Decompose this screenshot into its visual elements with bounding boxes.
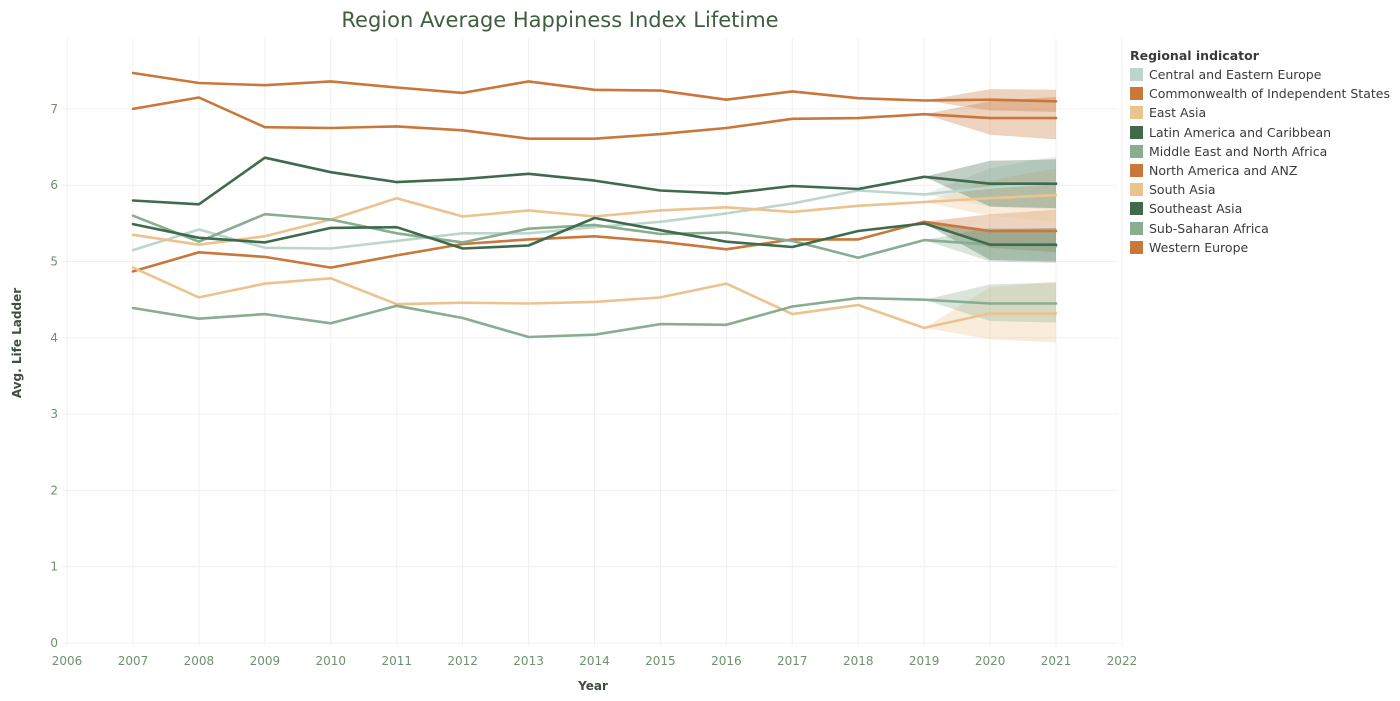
legend-label: Southeast Asia [1149, 201, 1243, 217]
legend-swatch [1130, 87, 1143, 101]
y-tick-label: 6 [50, 178, 58, 192]
legend-swatch [1130, 240, 1143, 254]
legend-item[interactable]: East Asia [1130, 103, 1398, 122]
legend-label: Central and Eastern Europe [1149, 67, 1322, 83]
legend-swatch [1130, 164, 1143, 178]
series-line[interactable] [131, 220, 1058, 273]
legend-swatch [1130, 68, 1143, 82]
legend-label: East Asia [1149, 105, 1207, 121]
y-axis-ticks: 0 1 2 3 4 5 6 7 [50, 102, 58, 650]
x-tick-label: 2008 [184, 654, 215, 668]
series-line[interactable] [131, 216, 1058, 250]
legend-swatch [1130, 144, 1143, 158]
series-line[interactable] [131, 193, 1058, 246]
x-tick-label: 2017 [777, 654, 808, 668]
series-line[interactable] [131, 71, 1058, 103]
legend-item[interactable]: Middle East and North Africa [1130, 142, 1398, 161]
forecast-band [924, 168, 1056, 222]
legend-swatch [1130, 125, 1143, 139]
legend-swatch [1130, 221, 1143, 235]
x-axis-ticks: 2006 2007 2008 2009 2010 2011 2012 2013 2014 2015… [52, 654, 1137, 668]
x-tick-label: 2022 [1107, 654, 1138, 668]
legend-swatch [1130, 106, 1143, 120]
x-tick-label: 2015 [645, 654, 676, 668]
legend-item[interactable]: Western Europe [1130, 238, 1398, 257]
chart-title: Region Average Happiness Index Lifetime [341, 8, 779, 32]
legend-swatch [1130, 202, 1143, 216]
x-tick-label: 2009 [250, 654, 281, 668]
gridlines [62, 38, 1123, 646]
legend-title: Regional indicator [1130, 48, 1259, 63]
y-axis-title: Avg. Life Ladder [10, 288, 24, 398]
y-tick-label: 3 [50, 407, 58, 421]
legend-label: Latin America and Caribbean [1149, 124, 1332, 140]
series-line[interactable] [131, 296, 1058, 339]
series-lines [131, 71, 1058, 339]
legend-label: North America and ANZ [1149, 163, 1298, 179]
x-tick-label: 2012 [447, 654, 478, 668]
legend-item[interactable]: Latin America and Caribbean [1130, 123, 1398, 142]
x-tick-label: 2013 [513, 654, 544, 668]
series-line[interactable] [131, 212, 1058, 260]
y-tick-label: 2 [50, 483, 58, 497]
series-line[interactable] [131, 96, 1058, 140]
legend-label: Western Europe [1149, 239, 1249, 255]
series-line[interactable] [131, 266, 1058, 330]
x-tick-label: 2006 [52, 654, 83, 668]
legend-label: Sub-Saharan Africa [1149, 220, 1269, 236]
legend: Regional indicator Central and Eastern E… [1130, 48, 1398, 257]
x-tick-label: 2007 [118, 654, 149, 668]
legend-item[interactable]: South Asia [1130, 180, 1398, 199]
y-tick-label: 7 [50, 102, 58, 116]
legend-label: Commonwealth of Independent States [1149, 86, 1390, 102]
y-tick-label: 1 [50, 560, 58, 574]
y-tick-label: 5 [50, 255, 58, 269]
legend-label: South Asia [1149, 182, 1216, 198]
legend-item[interactable]: North America and ANZ [1130, 161, 1398, 180]
legend-label: Middle East and North Africa [1149, 143, 1328, 159]
x-tick-label: 2010 [316, 654, 347, 668]
x-tick-label: 2018 [843, 654, 874, 668]
legend-item[interactable]: Sub-Saharan Africa [1130, 219, 1398, 238]
x-tick-label: 2021 [1041, 654, 1072, 668]
forecast-band [924, 281, 1056, 343]
y-tick-label: 4 [50, 331, 58, 345]
y-tick-label: 0 [50, 636, 58, 650]
x-tick-label: 2014 [579, 654, 610, 668]
x-tick-label: 2016 [711, 654, 742, 668]
legend-item[interactable]: Commonwealth of Independent States [1130, 84, 1398, 103]
legend-item[interactable]: Southeast Asia [1130, 199, 1398, 218]
x-axis-title: Year [577, 679, 608, 693]
legend-swatch [1130, 183, 1143, 197]
series-line[interactable] [131, 181, 1058, 252]
legend-item[interactable]: Central and Eastern Europe [1130, 65, 1398, 84]
x-tick-label: 2019 [909, 654, 940, 668]
x-tick-label: 2020 [975, 654, 1006, 668]
legend-items: Central and Eastern Europe Commonwealth o… [1130, 65, 1398, 257]
x-tick-label: 2011 [381, 654, 412, 668]
series-line[interactable] [131, 156, 1058, 206]
